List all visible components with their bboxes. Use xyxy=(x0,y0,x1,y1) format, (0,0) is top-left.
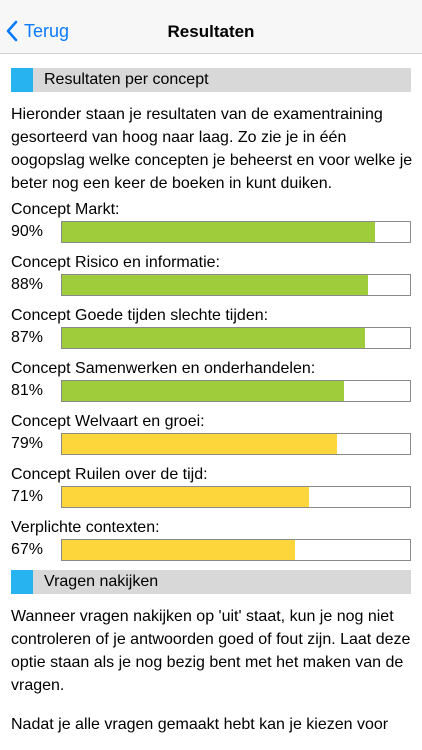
concept-label: Concept Goede tijden slechte tijden: xyxy=(11,307,269,324)
progress-bar-fill xyxy=(62,222,376,242)
progress-bar xyxy=(61,327,411,349)
concept-row: Concept Goede tijden slechte tijden: 87% xyxy=(11,306,413,356)
back-button[interactable]: Terug xyxy=(6,18,69,44)
section-header-results: Resultaten per concept xyxy=(11,68,411,92)
chevron-left-icon xyxy=(6,20,18,42)
concept-row: Concept Risico en informatie: 88% xyxy=(11,253,413,303)
page-title: Resultaten xyxy=(167,22,255,41)
section-header-review: Vragen nakijken xyxy=(11,570,411,594)
concept-row: Concept Markt: 90% xyxy=(11,200,413,250)
concept-label: Concept Markt: xyxy=(11,201,120,218)
section-marker xyxy=(11,68,33,92)
concept-percentage: 90% xyxy=(11,223,44,240)
concept-row: Verplichte contexten: 67% xyxy=(11,518,413,568)
progress-bar-fill xyxy=(62,434,337,454)
progress-bar xyxy=(61,433,411,455)
concept-label: Concept Welvaart en groei: xyxy=(11,413,205,430)
progress-bar xyxy=(61,221,411,243)
progress-bar-fill xyxy=(62,275,369,295)
intro-text: Hieronder staan je resultaten van de exa… xyxy=(11,106,413,192)
review-followup: Nadat je alle vragen gemaakt hebt kan je… xyxy=(11,716,389,733)
concept-percentage: 71% xyxy=(11,488,44,505)
progress-bar-fill xyxy=(62,328,365,348)
back-label: Terug xyxy=(24,20,70,41)
concept-row: Concept Samenwerken en onderhandelen: 81% xyxy=(11,359,413,409)
progress-bar-fill xyxy=(62,487,310,507)
concept-row: Concept Welvaart en groei: 79% xyxy=(11,412,413,462)
progress-bar-fill xyxy=(62,540,296,560)
progress-bar xyxy=(61,486,411,508)
review-explanation: Wanneer vragen nakijken op 'uit' staat, … xyxy=(11,608,411,694)
progress-bar xyxy=(61,539,411,561)
concept-label: Concept Samenwerken en onderhandelen: xyxy=(11,360,316,377)
concept-percentage: 88% xyxy=(11,276,44,293)
concept-row: Concept Ruilen over de tijd: 71% xyxy=(11,465,413,515)
section-title: Resultaten per concept xyxy=(44,71,209,88)
progress-bar xyxy=(61,380,411,402)
progress-bar-fill xyxy=(62,381,344,401)
navigation-bar: Terug Resultaten xyxy=(0,0,422,54)
concept-label: Concept Ruilen over de tijd: xyxy=(11,466,208,483)
concept-label: Verplichte contexten: xyxy=(11,519,160,536)
section-marker xyxy=(11,570,33,594)
concept-percentage: 87% xyxy=(11,329,44,346)
concept-percentage: 81% xyxy=(11,382,44,399)
concept-percentage: 79% xyxy=(11,435,44,452)
concept-percentage: 67% xyxy=(11,541,44,558)
concept-label: Concept Risico en informatie: xyxy=(11,254,220,271)
section-title: Vragen nakijken xyxy=(44,573,159,590)
progress-bar xyxy=(61,274,411,296)
